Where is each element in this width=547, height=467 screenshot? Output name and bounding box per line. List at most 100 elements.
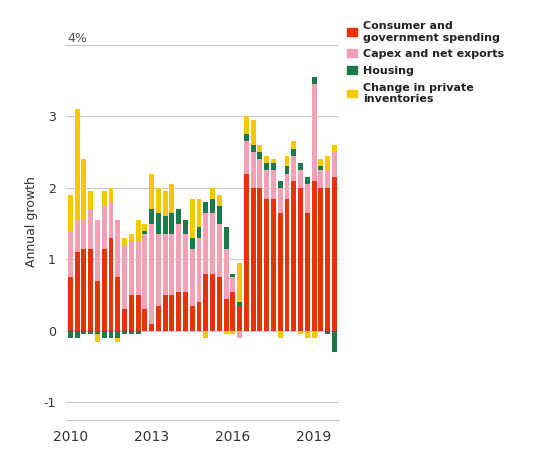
Bar bbox=[292, 181, 296, 331]
Bar bbox=[244, 116, 249, 134]
Bar bbox=[325, 170, 330, 188]
Bar bbox=[237, 302, 242, 306]
Bar bbox=[210, 274, 215, 331]
Bar bbox=[210, 188, 215, 198]
Bar bbox=[170, 184, 174, 213]
Bar bbox=[142, 310, 147, 331]
Bar bbox=[224, 331, 229, 334]
Bar bbox=[298, 170, 303, 188]
Bar bbox=[224, 248, 229, 299]
Bar bbox=[142, 231, 147, 234]
Bar bbox=[318, 159, 323, 166]
Bar bbox=[258, 188, 263, 331]
Bar bbox=[183, 234, 188, 291]
Bar bbox=[149, 174, 154, 209]
Bar bbox=[102, 191, 107, 206]
Bar bbox=[162, 234, 167, 295]
Bar bbox=[156, 188, 161, 213]
Bar bbox=[75, 220, 79, 252]
Bar bbox=[271, 159, 276, 163]
Bar bbox=[115, 220, 120, 277]
Bar bbox=[190, 198, 195, 238]
Bar bbox=[224, 227, 229, 248]
Bar bbox=[75, 331, 79, 338]
Bar bbox=[75, 252, 79, 331]
Bar bbox=[332, 177, 337, 331]
Bar bbox=[332, 152, 337, 177]
Bar bbox=[271, 163, 276, 170]
Bar bbox=[162, 217, 167, 234]
Bar bbox=[230, 331, 235, 334]
Bar bbox=[190, 306, 195, 331]
Bar bbox=[88, 331, 93, 334]
Bar bbox=[244, 134, 249, 142]
Bar bbox=[298, 188, 303, 331]
Bar bbox=[115, 338, 120, 342]
Bar bbox=[95, 334, 100, 342]
Bar bbox=[251, 188, 255, 331]
Bar bbox=[82, 248, 86, 331]
Bar bbox=[129, 241, 134, 295]
Text: 4%: 4% bbox=[67, 32, 87, 45]
Bar bbox=[258, 145, 263, 152]
Bar bbox=[196, 227, 201, 238]
Bar bbox=[88, 248, 93, 331]
Bar bbox=[170, 234, 174, 295]
Bar bbox=[325, 331, 330, 334]
Bar bbox=[332, 145, 337, 152]
Bar bbox=[230, 277, 235, 291]
Bar bbox=[217, 206, 222, 224]
Bar bbox=[244, 142, 249, 174]
Bar bbox=[129, 295, 134, 331]
Bar bbox=[292, 156, 296, 181]
Bar bbox=[312, 77, 317, 84]
Bar bbox=[203, 213, 208, 274]
Bar bbox=[230, 291, 235, 331]
Bar bbox=[162, 191, 167, 217]
Bar bbox=[278, 331, 283, 338]
Bar bbox=[332, 331, 337, 353]
Bar bbox=[108, 238, 113, 331]
Bar bbox=[203, 331, 208, 338]
Bar bbox=[142, 234, 147, 310]
Bar bbox=[298, 331, 303, 334]
Bar bbox=[224, 299, 229, 331]
Bar bbox=[136, 241, 141, 295]
Bar bbox=[82, 159, 86, 220]
Bar bbox=[305, 331, 310, 338]
Bar bbox=[284, 166, 289, 174]
Bar bbox=[156, 306, 161, 331]
Bar bbox=[176, 224, 181, 291]
Bar bbox=[305, 177, 310, 184]
Bar bbox=[68, 231, 73, 277]
Bar bbox=[149, 324, 154, 331]
Bar bbox=[183, 220, 188, 234]
Bar bbox=[210, 198, 215, 213]
Bar bbox=[298, 163, 303, 170]
Bar bbox=[176, 291, 181, 331]
Bar bbox=[108, 188, 113, 202]
Bar bbox=[142, 224, 147, 231]
Bar bbox=[136, 295, 141, 331]
Bar bbox=[264, 163, 269, 170]
Bar bbox=[115, 331, 120, 338]
Bar bbox=[95, 220, 100, 281]
Bar bbox=[122, 238, 127, 245]
Bar bbox=[217, 224, 222, 277]
Bar bbox=[305, 184, 310, 213]
Bar bbox=[258, 152, 263, 159]
Bar bbox=[264, 198, 269, 331]
Bar bbox=[318, 170, 323, 188]
Bar bbox=[237, 306, 242, 331]
Bar bbox=[88, 191, 93, 209]
Bar bbox=[176, 209, 181, 224]
Y-axis label: Annual growth: Annual growth bbox=[25, 177, 38, 267]
Bar bbox=[68, 331, 73, 338]
Bar bbox=[82, 220, 86, 248]
Bar bbox=[237, 331, 242, 338]
Bar bbox=[237, 263, 242, 302]
Bar bbox=[129, 234, 134, 241]
Bar bbox=[149, 224, 154, 324]
Bar bbox=[156, 234, 161, 306]
Bar bbox=[284, 198, 289, 331]
